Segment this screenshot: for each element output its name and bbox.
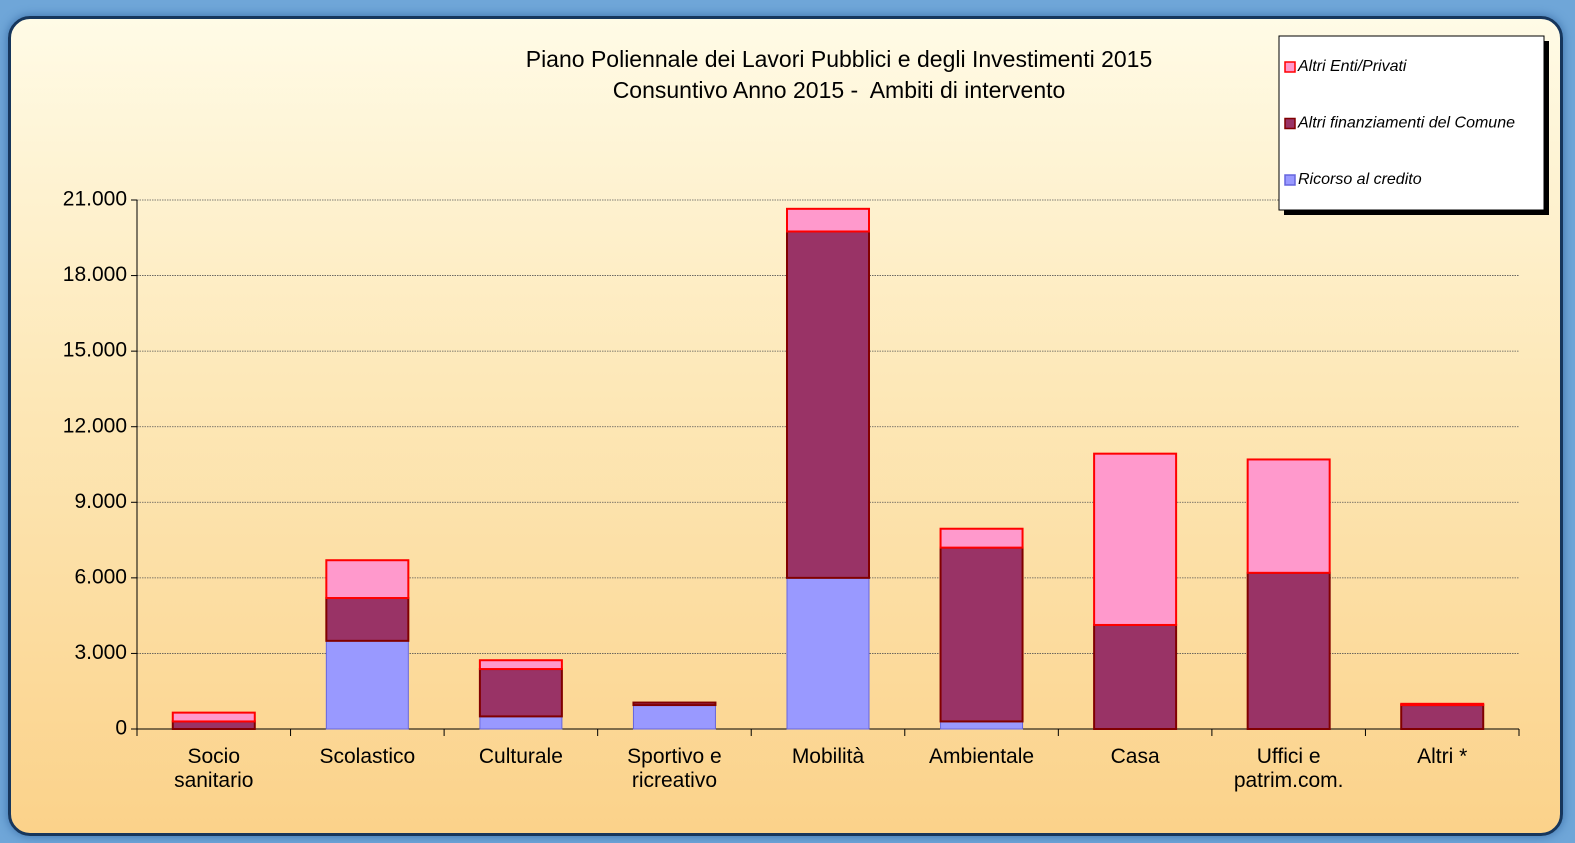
x-tick-label: Sportivo e ricreativo (627, 745, 722, 792)
legend-label: Ricorso al credito (1298, 171, 1422, 188)
bar-segment (478, 668, 563, 718)
legend-swatch (1284, 61, 1296, 73)
x-tick-label: Uffici e patrim.com. (1233, 745, 1344, 792)
y-tick-label: 9.000 (74, 490, 127, 513)
bar-segment (478, 659, 563, 671)
legend-swatch (1284, 174, 1296, 186)
x-tick-label: Ambientale (929, 745, 1035, 768)
bar-segment (1400, 702, 1485, 707)
y-tick-label: 15.000 (63, 339, 127, 362)
bar-segment (786, 207, 870, 233)
x-tick-label: Socio sanitario (174, 745, 254, 792)
bar-segment (479, 715, 563, 730)
y-tick-label: 3.000 (74, 641, 127, 664)
y-tick-label: 21.000 (63, 188, 127, 211)
x-tick-label: Altri * (1417, 745, 1468, 768)
bar-segment (939, 546, 1024, 723)
bar-segment (786, 577, 870, 730)
legend-swatch (1284, 117, 1296, 130)
bar-segment (325, 640, 409, 730)
bar-segment (939, 527, 1024, 549)
y-tick-label: 0 (115, 717, 127, 740)
bar-segment (325, 597, 410, 642)
bar-segment (1093, 452, 1178, 626)
legend-box (1278, 35, 1545, 211)
y-tick-label: 18.000 (63, 263, 127, 286)
bar-segment (632, 704, 716, 730)
chart-subtitle: Consuntivo Anno 2015 - Ambiti di interve… (613, 77, 1066, 103)
legend: Ricorso al credito Altri finanziamenti de… (1278, 35, 1549, 215)
x-tick-label: Casa (1110, 745, 1160, 768)
chart-title: Piano Poliennale dei Lavori Pubblici e d… (526, 46, 1153, 72)
bar-segment (632, 701, 717, 707)
x-tick-label: Scolastico (319, 745, 416, 768)
bar-segment (786, 230, 870, 579)
bar-segment (1246, 458, 1331, 574)
bar-segment (171, 711, 256, 723)
x-tick-label: Mobilità (791, 745, 865, 768)
legend-label: Altri Enti/Privati (1297, 58, 1407, 75)
bar-segment (1400, 704, 1485, 730)
y-tick-label: 12.000 (63, 414, 127, 437)
bar-segment (940, 720, 1024, 730)
x-tick-label: Culturale (478, 745, 563, 768)
y-tick-label: 6.000 (74, 565, 127, 588)
bar-segment (1246, 571, 1331, 730)
legend-label: Altri finanziamenti del Comune (1297, 115, 1515, 132)
bar-segment (325, 559, 410, 600)
bar-segment (1093, 623, 1178, 730)
bar-segment (171, 720, 256, 731)
